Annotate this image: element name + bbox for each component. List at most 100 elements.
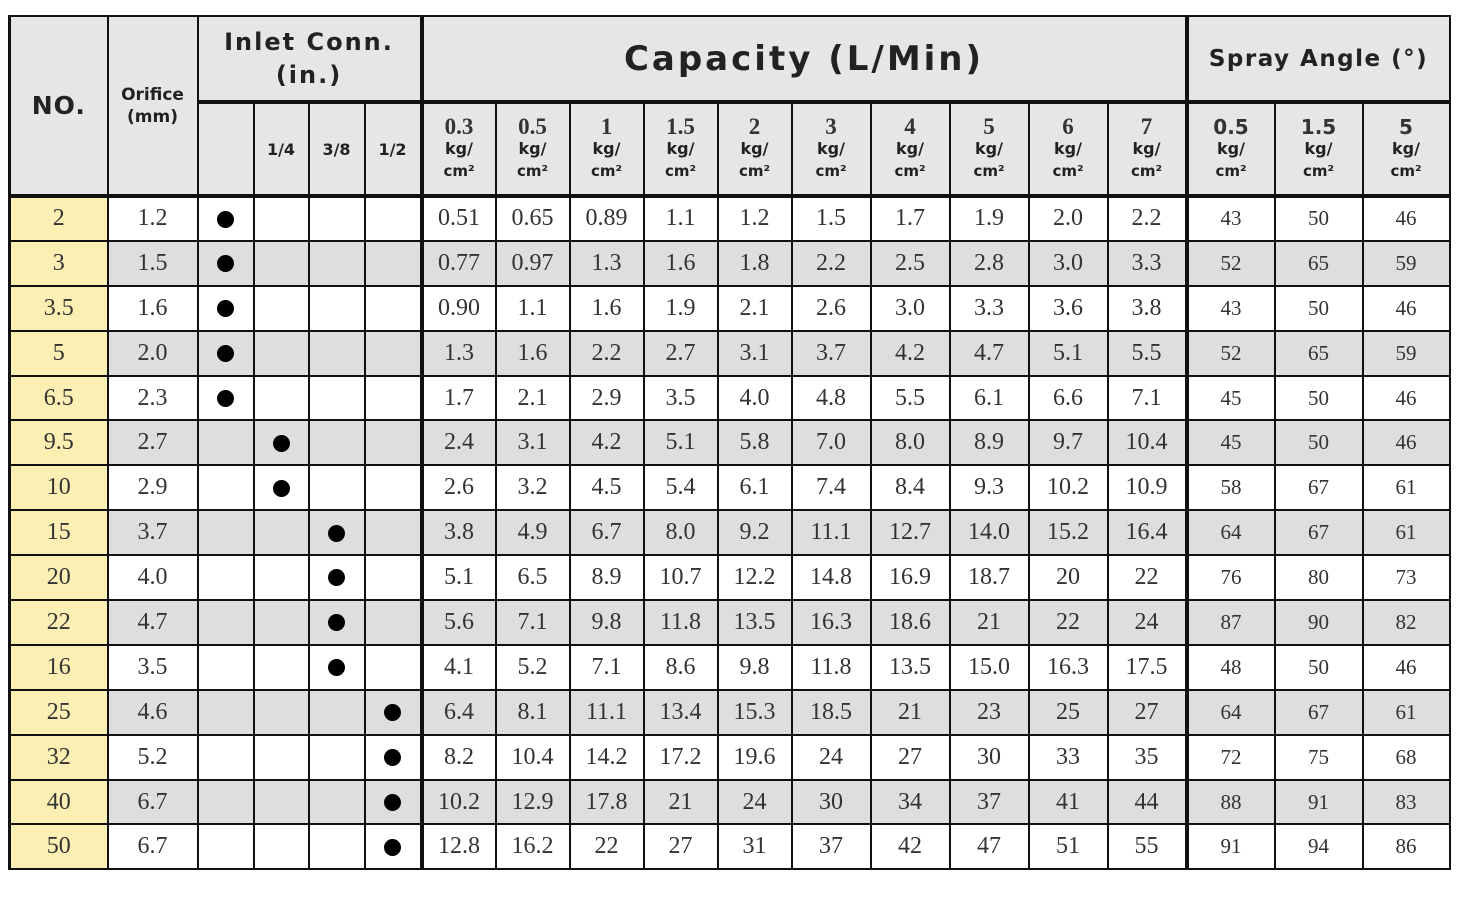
spray-angle-cell: 67 bbox=[1273, 688, 1364, 736]
capacity-cell: 19.6 bbox=[716, 733, 793, 781]
pressure-unit-top: kg/ bbox=[592, 139, 621, 158]
capacity-cell: 24 bbox=[1106, 599, 1188, 646]
spray-angle-cell: 94 bbox=[1273, 823, 1364, 871]
pressure-unit-top: kg/ bbox=[1304, 139, 1333, 158]
table-row: 3.5 1.6 0.90 1.1 1.6 1.9 2.1 2.6 3.0 3.3 3.6 3.8 43 5… bbox=[8, 284, 1451, 332]
filled-dot-icon bbox=[217, 389, 234, 407]
spray-angle-cell: 91 bbox=[1273, 778, 1364, 826]
capacity-cell: 37 bbox=[790, 823, 872, 871]
capacity-cell: 0.89 bbox=[568, 195, 645, 242]
capacity-cell: 0.65 bbox=[494, 195, 571, 242]
capacity-pressure-header: 7 kg/cm² bbox=[1106, 101, 1188, 198]
inlet-conn-cell bbox=[363, 419, 423, 467]
orifice-cell: 2.9 bbox=[106, 464, 199, 512]
capacity-cell: 18.5 bbox=[790, 688, 872, 736]
capacity-cell: 9.7 bbox=[1027, 419, 1109, 467]
filled-dot-icon bbox=[217, 344, 234, 362]
capacity-cell: 1.8 bbox=[716, 239, 793, 287]
pressure-unit-top: kg/ bbox=[1392, 139, 1420, 158]
capacity-cell: 44 bbox=[1106, 778, 1188, 826]
pressure-value: 1.5 bbox=[666, 114, 695, 139]
capacity-cell: 10.9 bbox=[1106, 464, 1188, 512]
filled-dot-icon bbox=[384, 793, 401, 811]
pressure-unit-top: kg/ bbox=[1054, 139, 1082, 158]
pressure-unit-top: kg/ bbox=[1217, 139, 1245, 158]
pressure-unit-bottom: cm² bbox=[815, 162, 847, 180]
capacity-cell: 16.3 bbox=[790, 599, 872, 646]
filled-dot-icon bbox=[328, 614, 345, 632]
capacity-cell: 4.8 bbox=[790, 374, 872, 422]
capacity-cell: 23 bbox=[948, 688, 1030, 736]
pressure-unit-top: kg/ bbox=[445, 139, 473, 158]
nozzle-number-cell: 20 bbox=[8, 554, 109, 602]
orifice-cell: 3.5 bbox=[106, 643, 199, 691]
capacity-cell: 0.51 bbox=[419, 195, 497, 242]
table-row: 16 3.5 4.1 5.2 7.1 8.6 9.8 11.8 13.5 15.0 16.3 17.5… bbox=[8, 643, 1451, 691]
spray-angle-cell: 83 bbox=[1361, 778, 1451, 826]
capacity-cell: 10.7 bbox=[642, 554, 719, 602]
capacity-cell: 34 bbox=[869, 778, 951, 826]
inlet-conn-cell bbox=[252, 778, 310, 826]
filled-dot-icon bbox=[384, 748, 401, 766]
spray-pressure-header: 5 kg/cm² bbox=[1361, 101, 1451, 198]
header-inlet-label: Inlet Conn. bbox=[224, 27, 394, 56]
orifice-cell: 6.7 bbox=[106, 823, 199, 871]
header-inlet-blank bbox=[196, 101, 255, 198]
header-inlet-size: 1/4 bbox=[252, 101, 310, 198]
inlet-conn-cell bbox=[307, 284, 366, 332]
nozzle-number-cell: 15 bbox=[8, 509, 109, 557]
inlet-conn-cell bbox=[363, 688, 423, 736]
capacity-cell: 3.0 bbox=[1027, 239, 1109, 287]
header-orifice: Orifice (mm) bbox=[106, 15, 199, 198]
capacity-cell: 7.4 bbox=[790, 464, 872, 512]
spray-angle-cell: 58 bbox=[1184, 464, 1276, 512]
orifice-cell: 2.3 bbox=[106, 374, 199, 422]
inlet-conn-cell bbox=[307, 643, 366, 691]
capacity-cell: 17.8 bbox=[568, 778, 645, 826]
spray-angle-cell: 45 bbox=[1184, 374, 1276, 422]
capacity-cell: 11.1 bbox=[568, 688, 645, 736]
capacity-cell: 0.90 bbox=[419, 284, 497, 332]
inlet-conn-cell bbox=[363, 284, 423, 332]
capacity-cell: 2.8 bbox=[948, 239, 1030, 287]
capacity-cell: 15.0 bbox=[948, 643, 1030, 691]
nozzle-number-cell: 3 bbox=[8, 239, 109, 287]
inlet-conn-cell bbox=[252, 195, 310, 242]
capacity-cell: 2.7 bbox=[642, 329, 719, 377]
capacity-cell: 16.9 bbox=[869, 554, 951, 602]
inlet-conn-cell bbox=[307, 195, 366, 242]
pressure-unit-bottom: cm² bbox=[1052, 162, 1084, 180]
pressure-value: 2 bbox=[748, 114, 761, 139]
capacity-cell: 8.1 bbox=[494, 688, 571, 736]
table-row: 3 1.5 0.77 0.97 1.3 1.6 1.8 2.2 2.5 2.8 3.0 3.3 52 65… bbox=[8, 239, 1451, 287]
spray-angle-cell: 52 bbox=[1184, 329, 1276, 377]
capacity-pressure-header: 0.3 kg/cm² bbox=[419, 101, 497, 198]
inlet-conn-cell bbox=[363, 778, 423, 826]
capacity-cell: 2.4 bbox=[419, 419, 497, 467]
table-row: 5 2.0 1.3 1.6 2.2 2.7 3.1 3.7 4.2 4.7 5.1 5.5 52 65 59 bbox=[8, 329, 1451, 377]
capacity-cell: 3.8 bbox=[419, 509, 497, 557]
table-row: 50 6.7 12.8 16.2 22 27 31 37 42 47 51 55 91 94 86 bbox=[8, 823, 1451, 871]
capacity-cell: 3.6 bbox=[1027, 284, 1109, 332]
capacity-cell: 1.6 bbox=[642, 239, 719, 287]
capacity-cell: 1.5 bbox=[790, 195, 872, 242]
capacity-pressure-header: 5 kg/cm² bbox=[948, 101, 1030, 198]
capacity-cell: 24 bbox=[716, 778, 793, 826]
filled-dot-icon bbox=[328, 569, 345, 587]
capacity-pressure-header: 6 kg/cm² bbox=[1027, 101, 1109, 198]
capacity-cell: 10.2 bbox=[419, 778, 497, 826]
capacity-cell: 10.4 bbox=[1106, 419, 1188, 467]
capacity-cell: 7.0 bbox=[790, 419, 872, 467]
capacity-cell: 5.1 bbox=[1027, 329, 1109, 377]
filled-dot-icon bbox=[384, 838, 401, 856]
nozzle-number-cell: 2 bbox=[8, 195, 109, 242]
spray-angle-cell: 64 bbox=[1184, 509, 1276, 557]
inlet-conn-cell bbox=[363, 509, 423, 557]
header-spray-angle: Spray Angle (°) bbox=[1184, 15, 1451, 104]
nozzle-number-cell: 16 bbox=[8, 643, 109, 691]
pressure-value: 1.5 bbox=[1300, 115, 1337, 139]
inlet-conn-cell bbox=[196, 733, 255, 781]
filled-dot-icon bbox=[217, 255, 234, 273]
header-no: NO. bbox=[8, 15, 109, 198]
orifice-cell: 6.7 bbox=[106, 778, 199, 826]
